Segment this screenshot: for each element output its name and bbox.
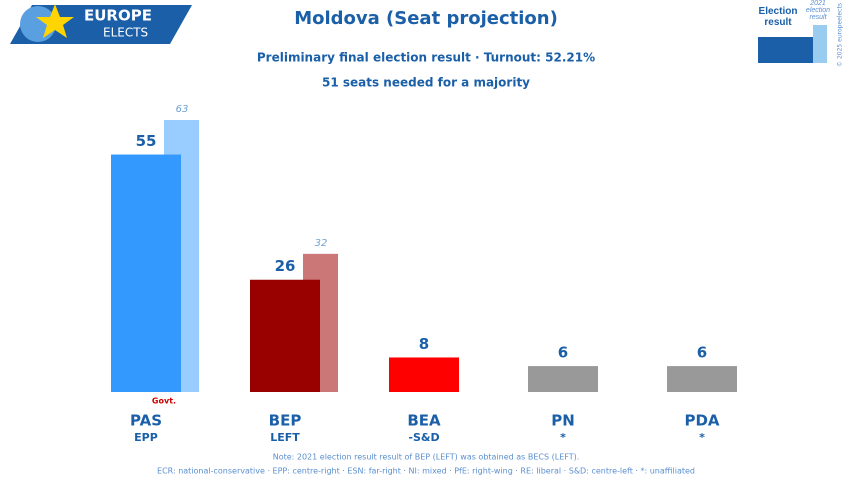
logo-text: ELECTS	[103, 26, 148, 40]
data-label-previous: 32	[315, 238, 328, 249]
group-label: -S&D	[408, 431, 439, 444]
group-label: *	[560, 431, 566, 444]
data-label: 55	[136, 132, 157, 150]
data-label: 6	[697, 344, 707, 362]
group-label: EPP	[134, 431, 158, 444]
chart-subtitle: Preliminary final election result · Turn…	[257, 51, 595, 65]
bar	[667, 366, 737, 392]
data-label: 8	[419, 335, 429, 353]
group-label: *	[699, 431, 705, 444]
x-tick-label: PAS	[130, 412, 162, 430]
bar	[389, 357, 459, 392]
legend-label: Election result	[758, 6, 798, 28]
legend-label: 2021 election result	[805, 0, 831, 21]
data-label: 6	[558, 344, 568, 362]
bar	[528, 366, 598, 392]
annotation: Govt.	[152, 397, 176, 406]
bar	[250, 279, 320, 392]
majority-text: 51 seats needed for a majority	[322, 76, 530, 90]
logo-star	[36, 4, 74, 38]
copyright: © 2025 europeelects	[837, 3, 844, 67]
group-label: LEFT	[270, 431, 300, 444]
data-label-previous: 63	[176, 104, 189, 115]
bar	[111, 154, 181, 392]
data-label: 26	[275, 257, 296, 275]
x-tick-label: BEP	[269, 412, 302, 430]
note: Note: 2021 election result result of BEP…	[273, 453, 580, 462]
legend-swatch	[813, 25, 827, 63]
x-tick-label: PDA	[684, 412, 719, 430]
chart-title: Moldova (Seat projection)	[294, 8, 558, 29]
logo-text: EUROPE	[84, 7, 152, 25]
x-tick-label: BEA	[407, 412, 441, 430]
x-tick-label: PN	[551, 412, 575, 430]
footer: ECR: national-conservative · EPP: centre…	[157, 467, 695, 476]
legend-swatch	[758, 37, 813, 63]
